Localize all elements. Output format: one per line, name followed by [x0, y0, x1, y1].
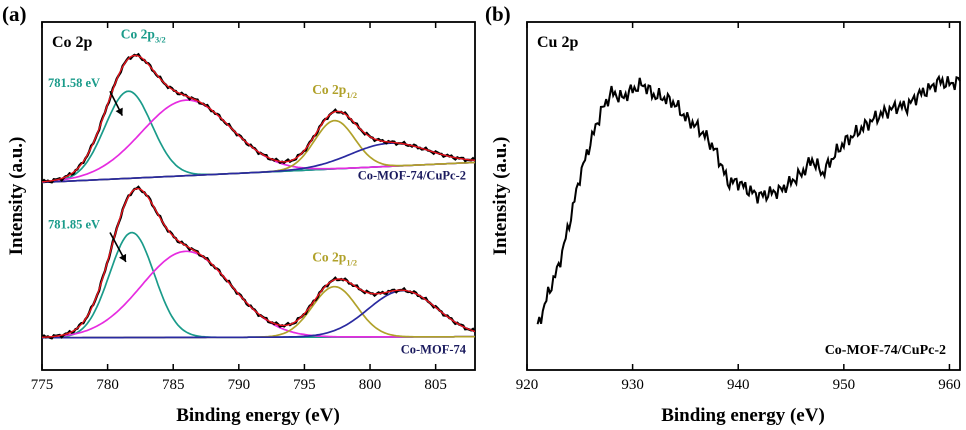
panel-b-x-tick-label: 960	[938, 377, 961, 393]
spectrum-0-peak-arrowhead	[115, 107, 123, 116]
panel-a-annotations: Co-MOF-74/CuPc-2 781.58 eV Co 2p3/2 Co 2p1/…	[48, 27, 467, 357]
panel-b-y-axis-label: Intensity (a.u.)	[490, 137, 511, 256]
panel-b-x-tick-label: 940	[727, 377, 750, 393]
panel-a-x-axis-label: Binding energy (eV)	[176, 405, 340, 426]
panel-a-x-tick-label: 790	[228, 377, 251, 393]
spectrum-0-peak-name: Co 2p3/2	[121, 27, 166, 45]
spectrum-1-half-peak	[41, 285, 475, 339]
panel-a-x-tick-label: 780	[96, 377, 119, 393]
spectrum-0-sample-label: Co-MOF-74/CuPc-2	[358, 168, 466, 182]
panel-a-x-tick-label: 795	[293, 377, 316, 393]
panel-b-x-axis-label: Binding energy (eV)	[661, 405, 825, 426]
spectrum-1-main-peak	[42, 231, 475, 339]
spectrum-0-peak-position-label: 781.58 eV	[48, 76, 100, 90]
panel-a-curves	[41, 52, 476, 340]
spectrum-1-peak-position-label: 781.85 eV	[48, 218, 100, 232]
spectrum-0-envelope	[41, 54, 476, 183]
panel-b-x-tick-label: 920	[516, 377, 539, 393]
panel-b-corner-label: Cu 2p	[537, 34, 578, 51]
panel-a-label: (a)	[2, 2, 27, 26]
panel-a-y-axis-label: Intensity (a.u.)	[6, 137, 27, 256]
spectrum-1-sample-label: Co-MOF-74	[401, 343, 467, 357]
panel-a-x-tick-label: 800	[359, 377, 382, 393]
panel-a: (a) Co 2p 775 780 785 790 795 800 805 Co-MOF-7…	[2, 2, 476, 426]
panel-a-frame	[41, 21, 476, 371]
panel-a-x-ticks: 775 780 785 790 795 800 805	[31, 22, 447, 393]
spectrum-1-peak-name: Co 2p1/2	[312, 250, 357, 268]
panel-b-curves	[536, 74, 961, 325]
spectrum-1-peak-arrowhead	[119, 253, 127, 262]
panel-a-corner-label: Co 2p	[52, 34, 93, 51]
panel-b-x-tick-label: 950	[833, 377, 856, 393]
panel-b-label: (b)	[485, 2, 511, 26]
spectrum-0-peak-name: Co 2p1/2	[312, 82, 357, 100]
panel-b-sample-label: Co-MOF-74/CuPc-2	[825, 343, 946, 358]
cu-2p-spectrum-line	[536, 74, 961, 325]
panel-b-x-tick-label: 930	[621, 377, 644, 393]
panel-b-frame	[526, 21, 961, 371]
panel-a-x-tick-label: 775	[31, 377, 54, 393]
spectrum-1-envelope	[41, 187, 476, 338]
panel-b-x-ticks: 920 930 940 950 960	[516, 22, 961, 393]
panel-b: (b) Cu 2p 920 930 940 950 960 Co-MOF-74/CuPc…	[485, 2, 961, 426]
panel-a-x-tick-label: 805	[424, 377, 447, 393]
panel-a-x-tick-label: 785	[162, 377, 185, 393]
